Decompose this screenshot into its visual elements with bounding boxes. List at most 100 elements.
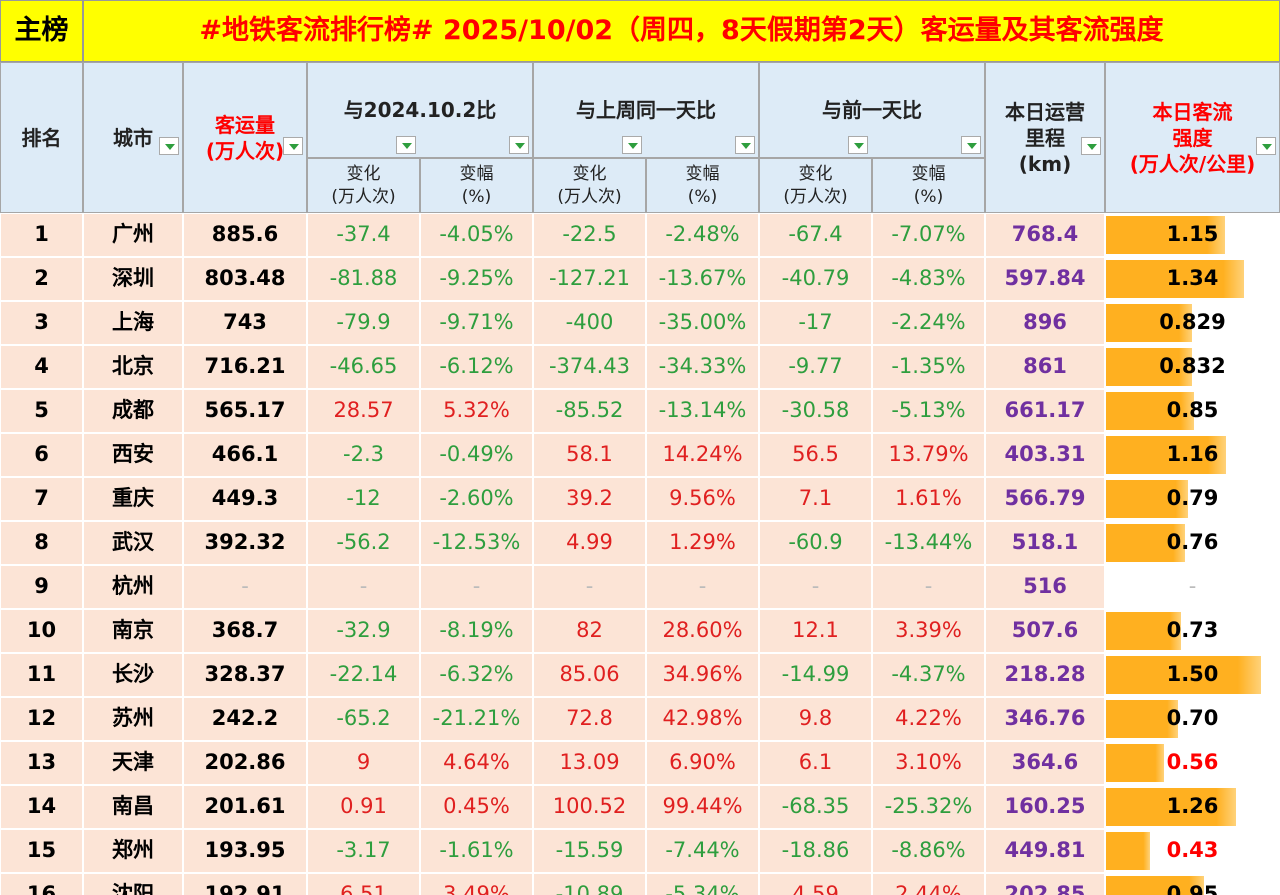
cell-text: -60.9 [788,530,843,555]
cell: - [533,565,646,609]
cell: 28.60% [646,609,759,653]
header-text: 变幅 [911,164,946,185]
cell: -2.24% [872,301,985,345]
cell: -0.49% [420,433,533,477]
cell-text: 2.44% [895,882,962,895]
header-text: 变化 [346,164,381,185]
cell: 566.79 [985,477,1105,521]
cell-text: -13.44% [884,530,973,555]
cell-text: 9 [356,750,371,775]
data-bar [1106,744,1164,782]
cell-text: 3.49% [443,882,510,895]
cell-text: 天津 [112,750,154,775]
cell-text: 9.8 [798,706,833,731]
cell-text: -79.9 [336,310,391,335]
cell: -79.9 [307,301,420,345]
cell: 9.8 [759,697,872,741]
cell-text: -127.21 [548,266,631,291]
cell-text: 0.91 [340,794,387,819]
header-text: 变幅 [685,164,720,185]
header-group: 与上周同一天比 [533,62,759,158]
cell-text: 160.25 [1004,794,1086,819]
cell-text: -15.59 [555,838,624,863]
cell-text: 10 [26,618,57,643]
filter-button[interactable] [1081,137,1101,155]
cell-text: 34.96% [662,662,743,687]
filter-button[interactable] [159,137,179,155]
filter-button[interactable] [283,137,303,155]
cell-text: -374.43 [548,354,631,379]
cell: 12 [0,697,83,741]
cell-text: -25.32% [884,794,973,819]
header-text: 里程 [1025,125,1065,150]
cell: 0.829 [1105,301,1280,345]
cell-text: 202.85 [1004,882,1086,895]
cell-text: - [924,574,933,599]
cell: -2.48% [646,213,759,257]
cell: -40.79 [759,257,872,301]
cell: -6.12% [420,345,533,389]
cell-text: 364.6 [1011,750,1079,775]
cell: 403.31 [985,433,1105,477]
cell-text: -5.13% [891,398,966,423]
cell-text: 4.59 [792,882,839,895]
cell: 1.15 [1105,213,1280,257]
cell: 2 [0,257,83,301]
cell-text: -56.2 [336,530,391,555]
cell: -1.35% [872,345,985,389]
cell: 11 [0,653,83,697]
cell: 58.1 [533,433,646,477]
header-rank: 排名 [0,62,83,213]
cell-text: 4.99 [566,530,613,555]
cell: 565.17 [183,389,307,433]
cell-text: -2.60% [439,486,514,511]
cell-text: -17 [798,310,833,335]
cell: 99.44% [646,785,759,829]
cell: 160.25 [985,785,1105,829]
filter-button[interactable] [622,136,642,154]
data-bar [1106,348,1192,386]
filter-button[interactable] [509,136,529,154]
cell: -10.89 [533,873,646,895]
cell: -15.59 [533,829,646,873]
cell: 10 [0,609,83,653]
filter-button[interactable] [1256,137,1276,155]
cell-text: -65.2 [336,706,391,731]
filter-button[interactable] [848,136,868,154]
cell: 0.56 [1105,741,1280,785]
filter-button[interactable] [735,136,755,154]
cell: 346.76 [985,697,1105,741]
cell: 8 [0,521,83,565]
cell: -1.61% [420,829,533,873]
cell-text: 1 [34,222,49,247]
cell-text: 6.51 [340,882,387,895]
header-sub: 变化 (万人次) [307,158,420,213]
cell: 5 [0,389,83,433]
cell-text: -1.35% [891,354,966,379]
cell: 218.28 [985,653,1105,697]
cell: 34.96% [646,653,759,697]
cell-text: 1.16 [1166,442,1219,467]
cell-text: 3 [34,310,49,335]
cell-text: 392.32 [204,530,286,555]
header-group: 与2024.10.2比 [307,62,533,158]
cell: -37.4 [307,213,420,257]
cell: 661.17 [985,389,1105,433]
cell: 0.95 [1105,873,1280,895]
cell: 896 [985,301,1105,345]
cell: -13.67% [646,257,759,301]
cell: - [183,565,307,609]
filter-button[interactable] [396,136,416,154]
cell-text: 218.28 [1004,662,1086,687]
cell-text: 杭州 [112,574,154,599]
cell: -2.60% [420,477,533,521]
cell: 5.32% [420,389,533,433]
cell-text: 516 [1023,574,1067,599]
cell-text: 0.45% [443,794,510,819]
cell-text: 15 [26,838,57,863]
cell-text: 4 [34,354,49,379]
data-bar [1106,480,1188,518]
data-bar [1106,436,1226,474]
filter-button[interactable] [961,136,981,154]
